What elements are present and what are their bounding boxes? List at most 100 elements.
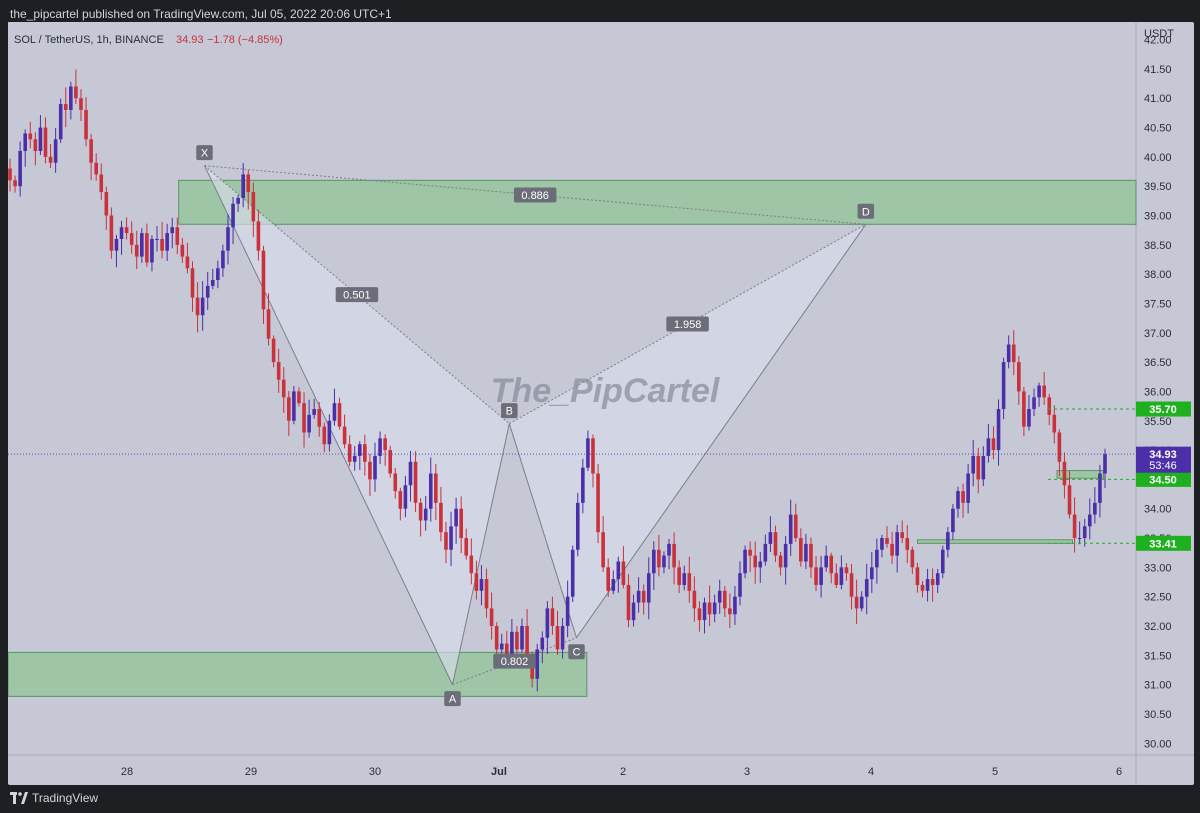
- candle-body: [743, 549, 747, 574]
- candle-body: [631, 602, 636, 621]
- price-tick-label: 40.00: [1144, 152, 1172, 164]
- candle-body: [307, 414, 311, 433]
- candle-body: [1006, 344, 1011, 363]
- candle-body: [804, 543, 808, 562]
- current-price-badge: 34.93: [1149, 449, 1177, 461]
- candle-body: [1057, 432, 1062, 462]
- candle-body: [814, 567, 818, 585]
- candle-body: [525, 625, 529, 656]
- candle-body: [332, 403, 337, 421]
- candle-body: [231, 203, 235, 228]
- candle-body: [140, 233, 144, 257]
- ratio-label: 0.501: [343, 290, 371, 302]
- candle-body: [677, 567, 681, 585]
- candle-body: [940, 549, 945, 574]
- candle-body: [469, 555, 474, 574]
- price-tick-label: 30.50: [1144, 709, 1172, 721]
- point-label-b: B: [506, 406, 513, 418]
- candle-body: [221, 250, 225, 269]
- candle-body: [454, 508, 458, 527]
- candle-body: [641, 590, 646, 603]
- candle-body: [226, 227, 230, 251]
- candle-body: [550, 608, 555, 626]
- candle-body: [297, 391, 301, 404]
- candle-body: [885, 538, 889, 544]
- candlestick-chart[interactable]: The_PipCartel XABCD0.5010.8021.9580.886 …: [7, 22, 1194, 785]
- candle-body: [434, 473, 438, 503]
- candle-body: [981, 455, 986, 480]
- candle-body: [778, 555, 783, 568]
- candle-body: [145, 233, 149, 263]
- candle-body: [738, 573, 742, 597]
- candle-body: [317, 409, 322, 427]
- candle-body: [160, 238, 164, 251]
- candle-body: [33, 139, 38, 152]
- price-tick-label: 35.50: [1144, 416, 1172, 428]
- candle-body: [1087, 514, 1092, 527]
- candle-body: [854, 596, 859, 609]
- candle-body: [347, 444, 352, 462]
- candle-body: [114, 238, 119, 251]
- candle-body: [581, 467, 585, 503]
- candle-body: [13, 180, 17, 187]
- candle-body: [733, 596, 737, 615]
- ratio-label-bg: [493, 653, 536, 669]
- candle-body: [393, 473, 398, 492]
- candle-body: [28, 133, 33, 140]
- price-badge: 35.70: [1149, 404, 1177, 416]
- candle-body: [124, 227, 129, 234]
- candle-body: [246, 174, 251, 193]
- candle-body: [753, 555, 758, 568]
- candle-body: [170, 227, 175, 234]
- candle-body: [357, 444, 362, 456]
- price-tick-label: 39.00: [1144, 211, 1172, 223]
- candle-body: [702, 602, 707, 621]
- candle-body: [849, 573, 854, 597]
- candle-body: [819, 567, 823, 585]
- candle-body: [312, 409, 316, 415]
- time-tick-label: 29: [245, 766, 257, 778]
- pattern-labels: X A B C D 0.501 0.802 1.958 0.886: [196, 145, 875, 707]
- time-tick-label: 30: [369, 766, 381, 778]
- candle-body: [449, 526, 453, 550]
- candle-body: [555, 625, 560, 650]
- candle-body: [966, 473, 970, 503]
- price-tick-label: 37.00: [1144, 328, 1172, 340]
- candle-body: [880, 538, 884, 550]
- candle-body: [444, 532, 448, 550]
- candle-body: [150, 238, 154, 263]
- candle-body: [53, 139, 58, 163]
- candle-body: [439, 502, 443, 533]
- candle-body: [428, 473, 433, 509]
- candle-body: [79, 98, 83, 110]
- candle-body: [1062, 461, 1067, 486]
- price-axis[interactable]: 30.0030.5031.0031.5032.0032.5033.0033.50…: [1144, 35, 1172, 751]
- candle-body: [991, 438, 996, 451]
- candle-body: [515, 631, 519, 650]
- time-tick-label: Jul: [491, 766, 507, 778]
- candle-body: [423, 508, 428, 521]
- plot-area[interactable]: [8, 22, 1136, 755]
- candle-body: [74, 86, 78, 99]
- point-label-a: A: [449, 694, 457, 706]
- candles: [8, 69, 1107, 692]
- candle-body: [783, 543, 788, 568]
- candle-body: [119, 227, 124, 239]
- ratio-label-bg: [335, 287, 379, 303]
- pattern-triangle-xab: [204, 165, 510, 685]
- candle-body: [697, 608, 702, 621]
- candle-body: [510, 631, 514, 662]
- price-tick-label: 34.00: [1144, 504, 1172, 516]
- ratio-label-bg: [666, 316, 709, 332]
- candle-body: [748, 549, 752, 556]
- candle-body: [1017, 362, 1021, 392]
- symbol-price: 34.93: [176, 34, 204, 46]
- candle-body: [722, 590, 727, 609]
- time-axis[interactable]: 28 29 30 Jul 2 3 4 5 6: [121, 766, 1122, 778]
- candle-body: [1052, 414, 1057, 433]
- point-label-d: D: [862, 206, 870, 218]
- candle-body: [494, 625, 499, 650]
- price-lines: [8, 408, 1136, 544]
- candle-body: [185, 256, 190, 269]
- point-label-c: C: [573, 647, 581, 659]
